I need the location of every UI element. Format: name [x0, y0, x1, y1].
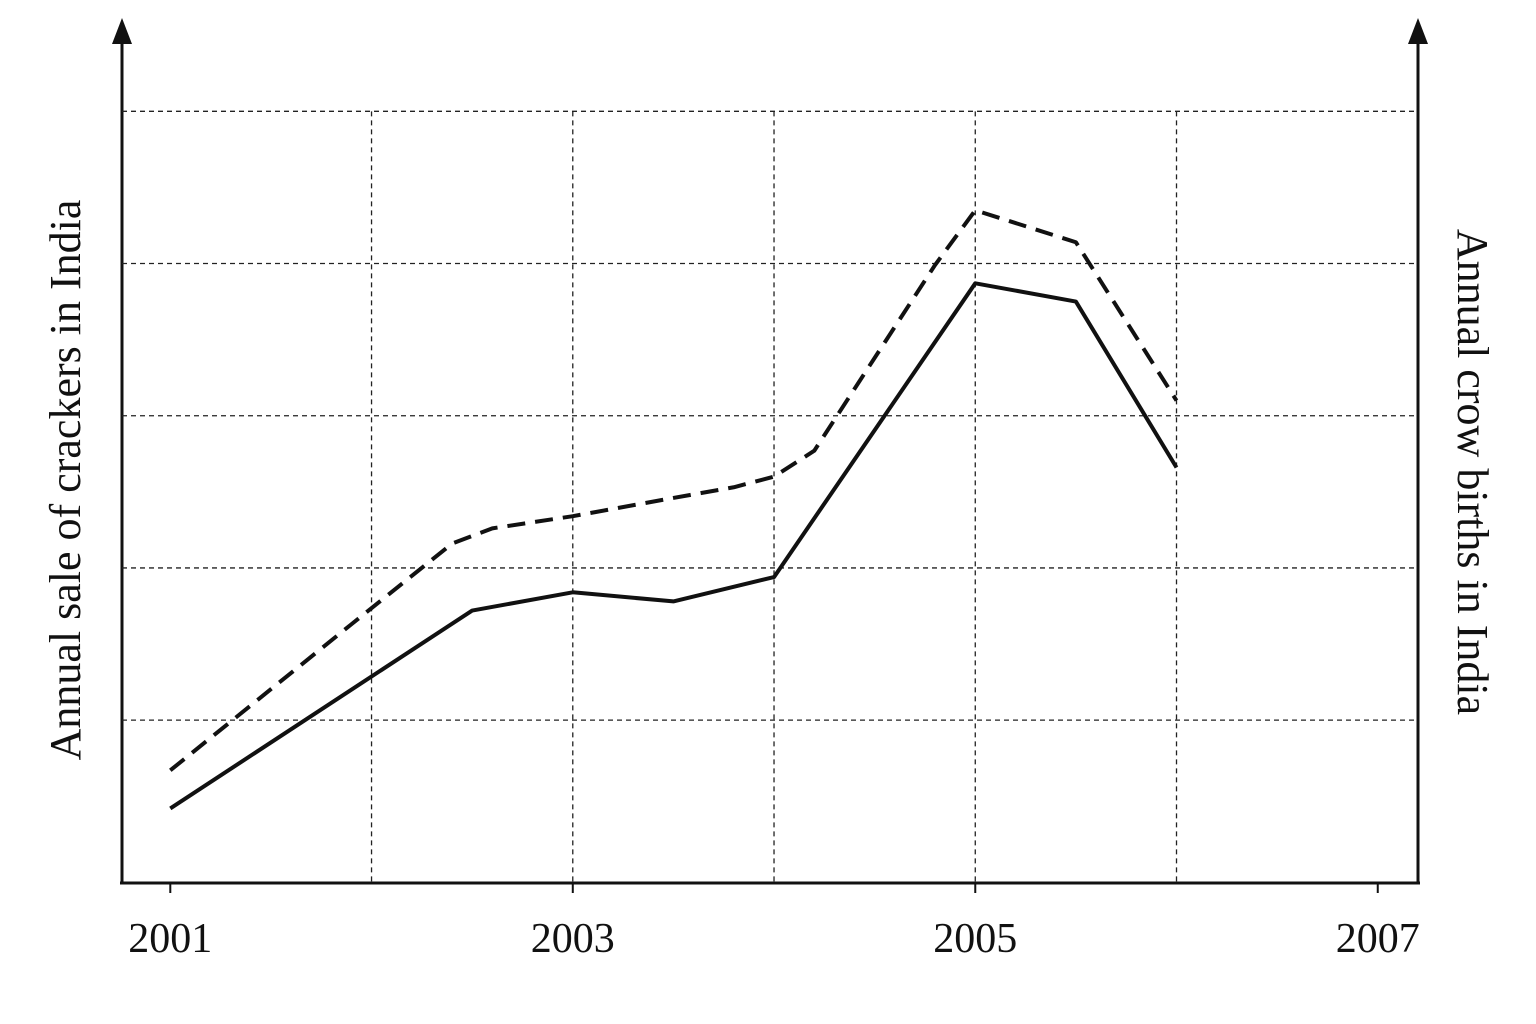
y-axis-label: Annual sale of crackers in India: [41, 200, 90, 761]
x-tick-label: 2007: [1336, 916, 1420, 962]
x-tick-label: 2003: [531, 916, 615, 962]
data-line: [169, 281, 1179, 811]
x-tick-label: 2005: [933, 916, 1017, 962]
x-tick-label: 2001: [128, 916, 212, 962]
data-line: [169, 208, 1179, 772]
y2-axis-label: Annual crow births in India: [1448, 229, 1497, 715]
y2-axis-arrow: [1408, 18, 1428, 44]
y-axis-arrow: [112, 18, 132, 44]
